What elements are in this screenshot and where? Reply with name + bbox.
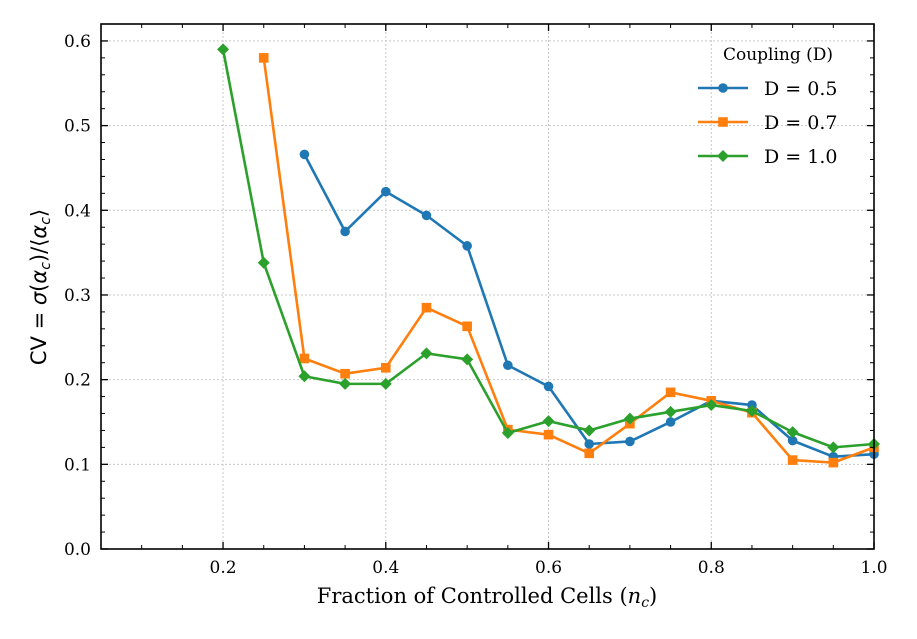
data-point (786, 426, 799, 439)
tick-labels: 0.2 0.4 0.6 0.8 1.0 0.0 0.1 0.2 0.3 0.4 0.5 0.6 (64, 32, 888, 578)
series-layer (217, 43, 880, 468)
x-tick-label: 0.6 (535, 558, 562, 578)
data-point (299, 149, 310, 160)
data-point (462, 241, 472, 251)
data-point (828, 457, 839, 468)
data-point (380, 362, 391, 373)
data-point (543, 381, 554, 392)
legend-items: D = 0.5 D = 0.7 D = 1.0 (698, 78, 837, 168)
data-point (625, 436, 635, 447)
data-point (503, 360, 513, 371)
series-2 (258, 53, 879, 468)
legend: Coupling (D) D = 0.5 D = 0.7 D = 1.0 (698, 45, 837, 168)
data-point (705, 399, 718, 412)
x-tick-label: 0.2 (210, 558, 237, 578)
legend-swatch-marker (718, 83, 728, 93)
y-tick-label: 0.5 (64, 117, 91, 137)
data-point (340, 368, 350, 379)
data-point (583, 424, 596, 437)
legend-item: D = 1.0 (698, 146, 837, 168)
data-point (299, 353, 310, 364)
legend-item: D = 0.7 (698, 112, 837, 134)
data-point (584, 439, 595, 449)
data-point (664, 405, 677, 418)
data-point (379, 377, 392, 390)
legend-swatch-marker (718, 117, 728, 127)
x-tick-label: 0.4 (372, 558, 399, 578)
legend-swatch-marker (717, 150, 729, 162)
legend-label: D = 0.7 (764, 112, 837, 134)
data-point (462, 321, 472, 332)
data-point (461, 353, 474, 366)
x-tick-label: 1.0 (860, 558, 887, 578)
y-tick-label: 0.2 (64, 371, 91, 391)
data-point (665, 417, 676, 427)
data-point (543, 429, 554, 440)
legend-item: D = 0.5 (698, 78, 837, 100)
data-point (787, 455, 798, 465)
series-1 (299, 149, 879, 462)
y-tick-label: 0.1 (64, 455, 91, 475)
data-point (339, 377, 352, 390)
data-point (298, 370, 311, 383)
data-point (501, 426, 514, 439)
data-point (584, 448, 595, 459)
series-line (262, 57, 875, 464)
series-3 (217, 43, 880, 454)
y-tick-label: 0.0 (64, 540, 91, 560)
data-point (340, 226, 350, 237)
legend-label: D = 0.5 (764, 78, 837, 100)
ticks (100, 23, 875, 550)
data-point (827, 441, 840, 454)
data-point (421, 302, 432, 313)
data-point (380, 186, 391, 197)
y-axis-label: CV = σ(αc)/⟨αc⟩ (27, 209, 54, 365)
y-tick-label: 0.4 (64, 201, 91, 221)
x-tick-label: 0.8 (698, 558, 725, 578)
data-point (665, 387, 676, 398)
data-point (623, 412, 636, 425)
data-point (217, 43, 230, 56)
y-tick-label: 0.6 (64, 32, 91, 52)
y-tick-label: 0.3 (64, 286, 91, 306)
legend-title: Coupling (D) (723, 45, 833, 65)
data-point (420, 347, 433, 360)
data-point (745, 404, 758, 417)
data-point (421, 210, 432, 221)
data-point (787, 435, 798, 446)
legend-label: D = 1.0 (764, 146, 837, 168)
data-point (257, 256, 270, 269)
data-point (258, 53, 269, 63)
axes-frame (100, 23, 875, 550)
data-point (542, 415, 555, 428)
x-axis-label: Fraction of Controlled Cells (nc) (317, 584, 657, 611)
